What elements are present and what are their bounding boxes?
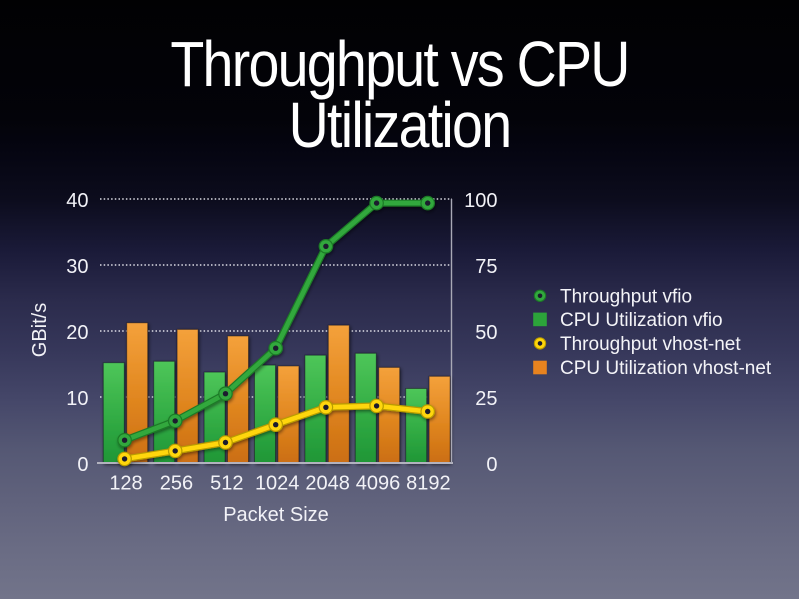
svg-text:128: 128 [109, 473, 142, 495]
svg-text:Throughput vhost-net: Throughput vhost-net [560, 334, 741, 355]
svg-text:30: 30 [66, 256, 88, 278]
svg-text:0: 0 [77, 454, 88, 476]
svg-text:Packet Size: Packet Size [223, 504, 329, 526]
svg-text:25: 25 [475, 388, 497, 410]
svg-text:0: 0 [486, 454, 497, 476]
svg-text:1024: 1024 [255, 473, 300, 495]
svg-text:2048: 2048 [305, 473, 350, 495]
svg-text:4096: 4096 [356, 473, 401, 495]
svg-text:10: 10 [66, 388, 88, 410]
svg-text:256: 256 [160, 473, 193, 495]
svg-text:GBit/s: GBit/s [29, 303, 51, 357]
svg-text:20: 20 [66, 322, 88, 344]
svg-text:CPU Utilization vhost-net: CPU Utilization vhost-net [560, 358, 772, 379]
svg-text:512: 512 [210, 473, 243, 495]
svg-text:Throughput vfio: Throughput vfio [560, 286, 692, 307]
svg-text:100: 100 [464, 190, 497, 212]
svg-text:8192: 8192 [406, 473, 451, 495]
svg-text:50: 50 [475, 322, 497, 344]
svg-text:CPU Utilization vfio: CPU Utilization vfio [560, 310, 723, 331]
svg-text:40: 40 [66, 190, 88, 212]
svg-text:75: 75 [475, 256, 497, 278]
